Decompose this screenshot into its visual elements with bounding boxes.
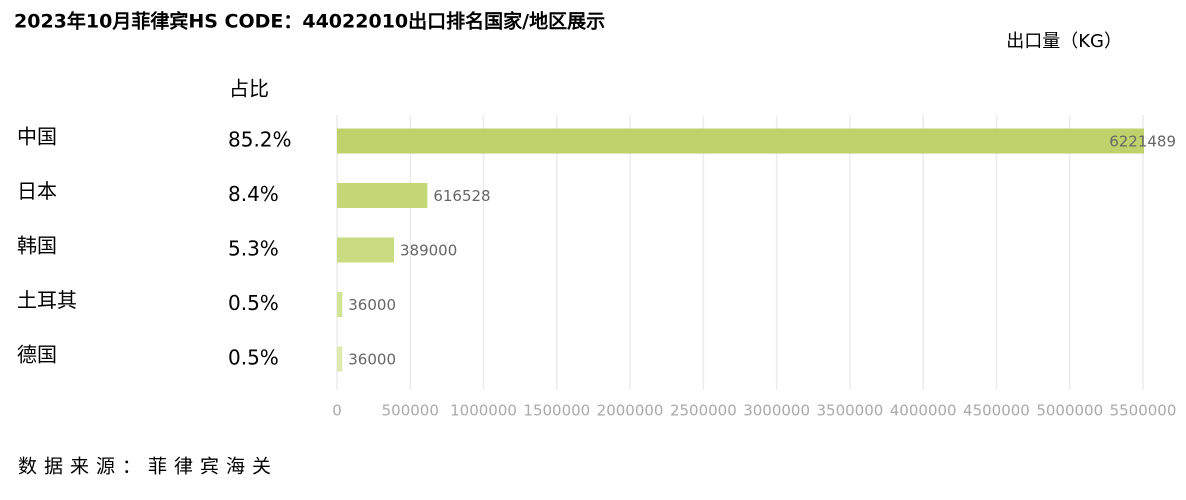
source: 数据来源：菲律宾海关: [18, 456, 278, 478]
category-label: 德国: [17, 343, 57, 367]
x-tick-label: 5000000: [1036, 402, 1103, 420]
axis-label: 出口量（KG）: [1006, 31, 1122, 52]
bar: [337, 292, 343, 317]
share-label: 85.2%: [228, 128, 292, 152]
x-tick-label: 3500000: [817, 402, 884, 420]
value-label: 36000: [348, 351, 396, 369]
bar: [337, 183, 428, 208]
category-label: 韩国: [17, 234, 57, 258]
value-label: 389000: [400, 242, 457, 260]
column-header: 占比: [229, 77, 269, 101]
x-tick-label: 1000000: [450, 402, 517, 420]
value-label: 36000: [348, 296, 396, 314]
category-label: 中国: [17, 125, 57, 149]
share-label: 5.3%: [228, 237, 279, 261]
category-label: 土耳其: [17, 288, 77, 312]
bar: [337, 237, 395, 263]
x-tick-label: 4500000: [963, 402, 1030, 420]
bar: [337, 346, 343, 372]
x-tick-label: 5500000: [1110, 402, 1177, 420]
bar: [337, 128, 1144, 154]
share-label: 8.4%: [228, 182, 279, 206]
x-tick-label: 4000000: [890, 402, 957, 420]
x-tick-label: 2000000: [597, 402, 664, 420]
value-label: 616528: [433, 187, 490, 205]
chart-title: 2023年10月菲律宾HS CODE：44022010出口排名国家/地区展示: [14, 10, 605, 33]
x-tick-label: 0: [332, 402, 342, 420]
x-tick-label: 3000000: [743, 402, 810, 420]
category-label: 日本: [17, 179, 57, 203]
share-label: 0.5%: [228, 291, 279, 315]
value-label: 6221489: [1109, 133, 1176, 151]
x-tick-label: 1500000: [523, 402, 590, 420]
x-tick-label: 2500000: [670, 402, 737, 420]
share-label: 0.5%: [228, 346, 279, 370]
x-tick-label: 500000: [382, 402, 439, 420]
